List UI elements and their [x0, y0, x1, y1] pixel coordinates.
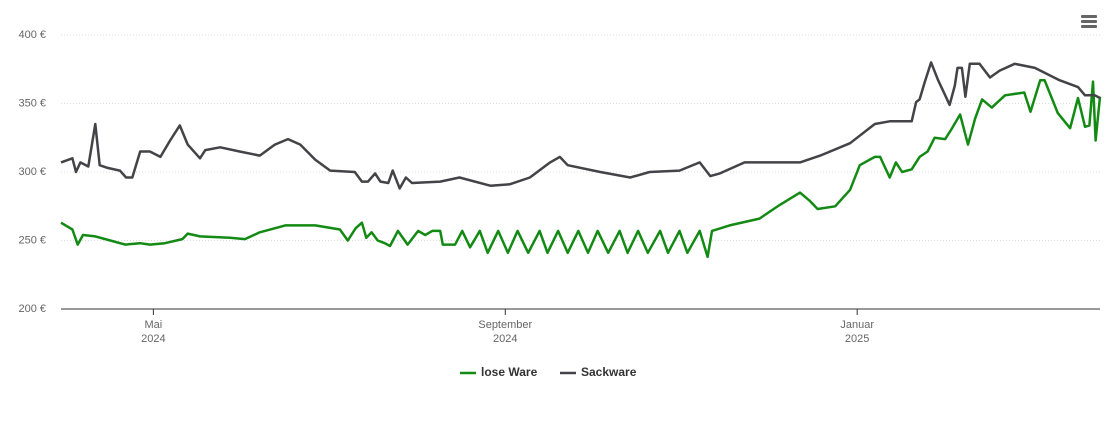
menu-button[interactable] — [1081, 15, 1097, 28]
legend-label: lose Ware — [481, 365, 538, 379]
x-tick-label: Januar 2025 — [840, 319, 874, 345]
y-tick-label: 350 € — [18, 97, 46, 109]
series-line — [60, 78, 1102, 259]
y-tick-label: 200 € — [18, 303, 46, 315]
y-tick-label: 400 € — [18, 29, 46, 41]
x-tick-label: September 2024 — [478, 319, 533, 345]
y-tick-label: 300 € — [18, 166, 46, 178]
x-tick-label: Mai 2024 — [141, 319, 166, 345]
legend-label: Sackware — [581, 365, 637, 379]
series-line — [60, 61, 1101, 190]
y-tick-label: 250 € — [18, 234, 46, 246]
